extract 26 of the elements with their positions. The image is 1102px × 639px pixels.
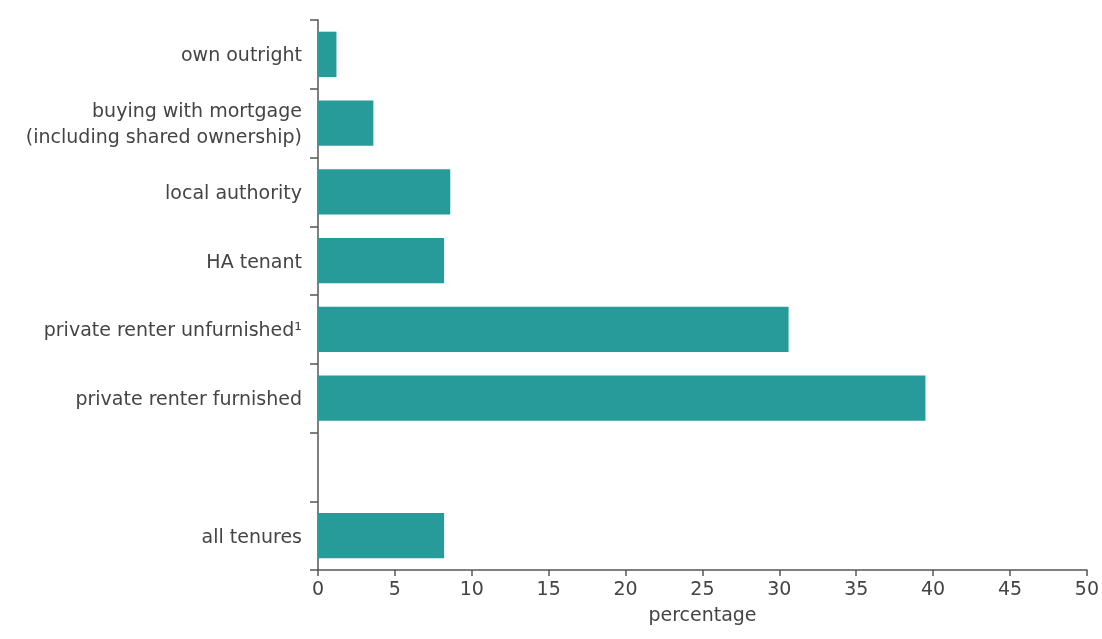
- x-tick-label: 0: [311, 576, 325, 599]
- y-tick-label: private renter unfurnished¹: [43, 318, 302, 341]
- x-tick-label: 25: [690, 576, 715, 599]
- bar: [318, 375, 926, 421]
- bar: [318, 237, 445, 284]
- bar: [318, 31, 337, 78]
- x-tick-label: 5: [388, 576, 401, 599]
- x-tick-label: 20: [613, 576, 638, 599]
- x-tick-label: 15: [536, 576, 561, 599]
- x-tick-label: 35: [844, 576, 869, 599]
- y-tick-label: own outright: [180, 43, 302, 66]
- x-tick-label: 40: [921, 576, 946, 599]
- x-tick-label: 10: [459, 576, 484, 599]
- y-tick-label: private renter furnished: [75, 387, 302, 410]
- x-tick-label: 45: [997, 576, 1023, 599]
- y-tick-label: all tenures: [201, 524, 302, 547]
- bar: [318, 306, 789, 353]
- y-tick-label: buying with mortgage (including shared ownership): [25, 99, 302, 148]
- bar: [318, 169, 451, 215]
- y-tick-label: local authority: [165, 180, 302, 203]
- x-tick-label: 30: [767, 576, 792, 599]
- bar: [318, 100, 374, 146]
- bar: [318, 512, 445, 559]
- x-axis-title: percentage: [648, 602, 757, 625]
- x-tick-label: 50: [1074, 576, 1100, 599]
- y-tick-label: HA tenant: [206, 249, 302, 272]
